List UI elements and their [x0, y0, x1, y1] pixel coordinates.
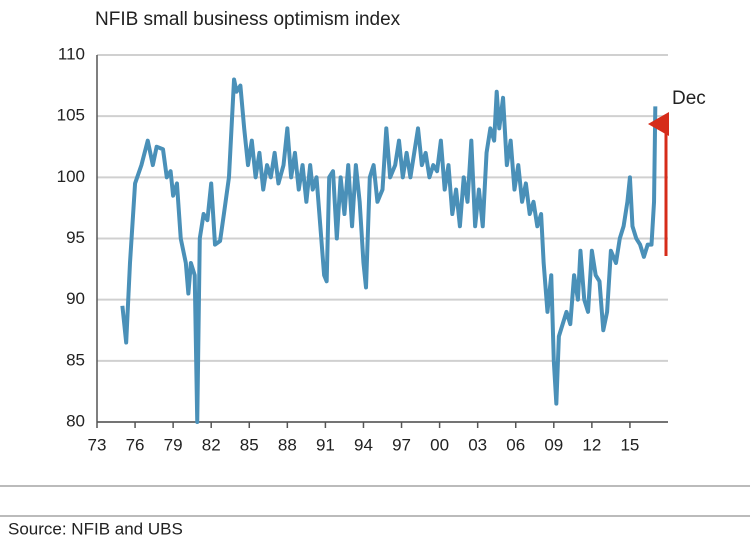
y-tick-label: 95	[66, 228, 85, 247]
x-tick-label: 88	[278, 435, 297, 454]
x-tick-label: 76	[126, 435, 145, 454]
chart-title: NFIB small business optimism index	[95, 9, 401, 30]
y-tick-label: 85	[66, 350, 85, 369]
x-tick-label: 15	[620, 435, 639, 454]
annotation: Dec	[672, 88, 706, 109]
x-tick-label: 97	[392, 435, 411, 454]
x-tick-label: 94	[354, 435, 373, 454]
y-tick-label: 110	[58, 44, 85, 63]
y-tick-label: 105	[57, 106, 85, 125]
x-tick-label: 09	[544, 435, 563, 454]
x-tick-label: 91	[316, 435, 335, 454]
x-tick-label: 79	[164, 435, 183, 454]
x-tick-label: 06	[506, 435, 525, 454]
x-tick-label: 82	[202, 435, 221, 454]
x-tick-label: 00	[430, 435, 449, 454]
x-tick-label: 73	[88, 435, 107, 454]
x-tick-label: 12	[582, 435, 601, 454]
x-tick-label: 85	[240, 435, 259, 454]
source: Source: NFIB and UBS	[8, 519, 183, 538]
x-tick-label: 03	[468, 435, 487, 454]
y-tick-label: 80	[66, 411, 85, 430]
y-tick-label: 100	[57, 167, 85, 186]
y-tick-label: 90	[66, 289, 85, 308]
index-line	[120, 77, 658, 424]
